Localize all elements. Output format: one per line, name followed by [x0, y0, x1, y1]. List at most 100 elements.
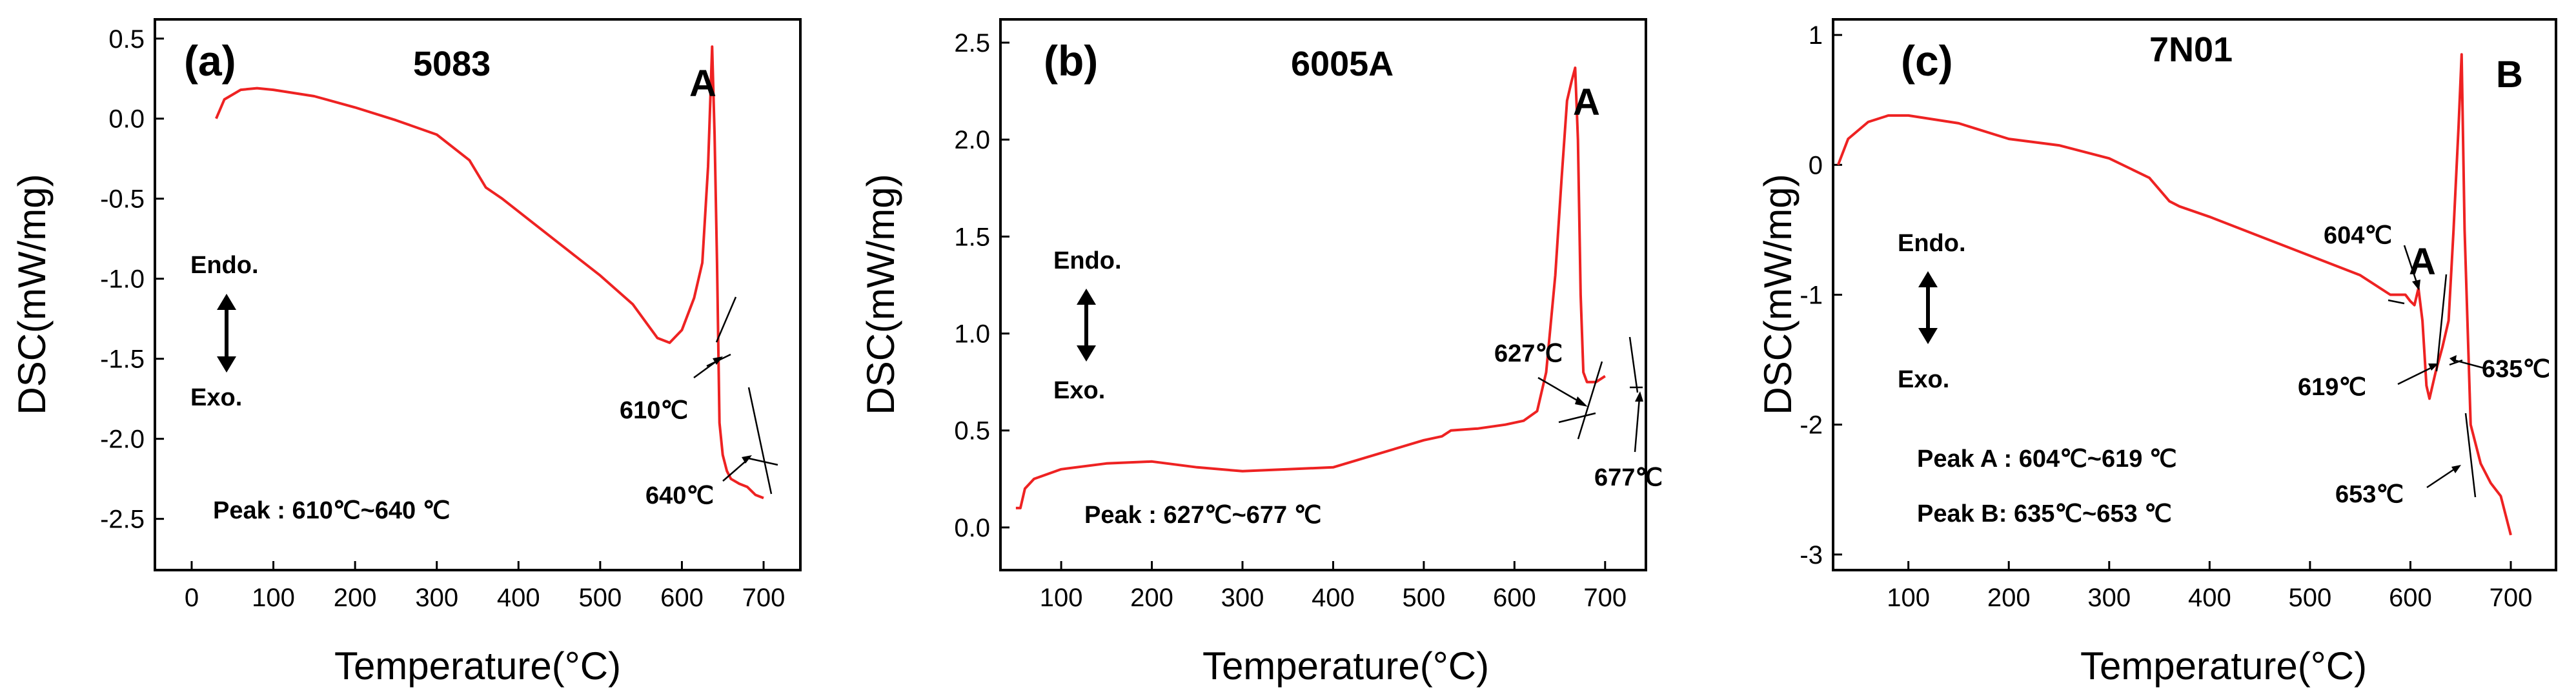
x-tick-label: 600	[1493, 584, 1536, 612]
endo-label: Endo.	[190, 252, 259, 279]
chart-title: 7N01	[2149, 30, 2233, 69]
panel-label: (a)	[184, 37, 236, 85]
x-tick-label: 400	[2188, 584, 2231, 612]
annotation-619: 619℃	[2298, 374, 2366, 401]
y-tick-label: -2.5	[100, 506, 145, 534]
x-tick-label: 0	[185, 584, 199, 612]
y-tick-labels: 0.5 0.0 -0.5 -1.0 -1.5 -2.0 -2.5	[100, 25, 145, 534]
annotation-653: 653℃	[2335, 481, 2404, 508]
x-tick-label: 100	[1040, 584, 1083, 612]
exo-label: Exo.	[1898, 366, 1949, 393]
y-tick-label: -2	[1800, 411, 1823, 440]
annotation-arrows	[1537, 376, 1643, 453]
x-tick-label: 300	[415, 584, 458, 612]
plot-frame	[154, 18, 802, 571]
x-axis-label: Temperature(°C)	[1202, 644, 1489, 688]
y-tick-label: 2.0	[954, 126, 990, 154]
panel-b: 100 200 300 400 500 600 700 2.5 2.0 1.5 1.0 0.5 0.0…	[859, 18, 1663, 688]
x-tick-label: 500	[578, 584, 622, 612]
onset-tangent-lines	[1558, 336, 1643, 440]
y-tick-label: 0.0	[108, 105, 145, 134]
panel-label: (c)	[1901, 37, 1953, 85]
endo-exo-arrow	[1918, 271, 1938, 344]
tick-marks	[1833, 34, 2512, 570]
dsc-curve	[215, 45, 764, 500]
y-tick-label: 1.5	[954, 223, 990, 251]
exo-label: Exo.	[1053, 377, 1105, 404]
panel-c: 100 200 300 400 500 600 700 10-1-2-3 (c) 7N01 …	[1756, 18, 2557, 688]
x-tick-label: 100	[1887, 584, 1930, 612]
y-tick-label: 1	[1809, 21, 1823, 50]
tick-marks	[155, 37, 765, 570]
plot-frame	[1832, 18, 2557, 571]
peak-range-text: Peak : 610℃~640 ℃	[213, 497, 450, 524]
y-axis-label: DSC(mW/mg)	[10, 174, 54, 415]
annotation-610: 610℃	[620, 397, 688, 424]
annotation-arrows	[693, 356, 752, 482]
panel-label: (b)	[1044, 37, 1098, 85]
peak-a-letter: A	[689, 63, 716, 105]
y-tick-label: -3	[1800, 541, 1823, 569]
y-tick-labels: 1 0 -1 -2 -3	[1800, 21, 1823, 569]
peak-b-letter: B	[2496, 54, 2523, 96]
y-tick-label: -1.5	[100, 345, 145, 374]
exo-label: Exo.	[190, 384, 242, 411]
x-tick-labels: 100 200 300 400 500 600 700	[1040, 584, 1627, 612]
x-tick-label: 200	[1987, 584, 2031, 612]
chart-title: 5083	[413, 45, 491, 83]
y-tick-label: -1.0	[100, 265, 145, 294]
x-tick-label: 700	[2490, 584, 2533, 612]
y-tick-label: -0.5	[100, 185, 145, 214]
annotation-677: 677℃	[1594, 464, 1663, 491]
peak-range-text: Peak : 627℃~677 ℃	[1084, 502, 1321, 529]
peak-b-range-text: Peak B: 635℃~653 ℃	[1917, 500, 2172, 527]
dsc-curve	[1836, 53, 2512, 536]
x-tick-label: 200	[1130, 584, 1173, 612]
endo-label: Endo.	[1053, 247, 1122, 274]
x-tick-label: 500	[1403, 584, 1446, 612]
y-tick-label: 1.0	[954, 320, 990, 349]
annotation-640: 640℃	[645, 482, 714, 509]
x-tick-label: 400	[497, 584, 540, 612]
x-tick-label: 700	[742, 584, 786, 612]
peak-a-letter: A	[1573, 81, 1600, 123]
chart-title: 6005A	[1291, 45, 1394, 83]
plot-frame	[999, 18, 1647, 571]
peak-a-range-text: Peak A : 604℃~619 ℃	[1917, 445, 2177, 473]
x-tick-label: 200	[334, 584, 377, 612]
x-tick-label: 400	[1312, 584, 1355, 612]
annotation-635: 635℃	[2482, 356, 2550, 383]
annotation-arrows	[2397, 245, 2484, 489]
y-axis-label: DSC(mW/mg)	[1756, 174, 1800, 415]
y-tick-label: 0.5	[954, 417, 990, 445]
y-axis-label: DSC(mW/mg)	[859, 174, 902, 415]
x-tick-label: 500	[2289, 584, 2332, 612]
x-tick-label: 300	[2087, 584, 2131, 612]
y-tick-labels: 2.5 2.0 1.5 1.0 0.5 0.0	[954, 29, 990, 542]
panel-a: 0 100 200 300 400 500 600 700 0.5 0.0 -0.5 -1.0 -1.…	[10, 18, 802, 688]
y-tick-label: 0	[1809, 151, 1823, 179]
x-tick-label: 700	[1583, 584, 1627, 612]
x-tick-labels: 100 200 300 400 500 600 700	[1887, 584, 2532, 612]
y-tick-label: -2.0	[100, 425, 145, 454]
endo-label: Endo.	[1898, 230, 1966, 257]
x-tick-label: 300	[1221, 584, 1264, 612]
y-tick-label: 2.5	[954, 29, 990, 57]
annotation-604: 604℃	[2324, 222, 2392, 249]
annotation-627: 627℃	[1494, 340, 1563, 367]
x-axis-label: Temperature(°C)	[334, 644, 621, 688]
y-tick-label: 0.5	[108, 25, 145, 54]
dsc-curve	[1015, 67, 1606, 509]
x-tick-label: 100	[252, 584, 295, 612]
x-tick-label: 600	[2389, 584, 2432, 612]
y-tick-label: -1	[1800, 281, 1823, 310]
x-tick-label: 600	[660, 584, 704, 612]
endo-exo-arrow	[1077, 289, 1096, 362]
endo-exo-arrow	[217, 294, 236, 373]
peak-a-letter: A	[2409, 241, 2436, 283]
x-axis-label: Temperature(°C)	[2080, 644, 2367, 688]
tick-marks	[1000, 41, 1607, 570]
y-tick-label: 0.0	[954, 514, 990, 542]
x-tick-labels: 0 100 200 300 400 500 600 700	[185, 584, 786, 612]
